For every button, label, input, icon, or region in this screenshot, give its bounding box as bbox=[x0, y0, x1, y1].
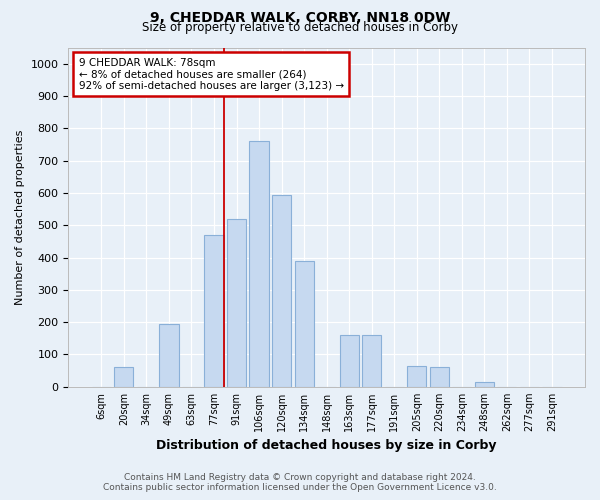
Text: Contains HM Land Registry data © Crown copyright and database right 2024.
Contai: Contains HM Land Registry data © Crown c… bbox=[103, 473, 497, 492]
Text: 9, CHEDDAR WALK, CORBY, NN18 0DW: 9, CHEDDAR WALK, CORBY, NN18 0DW bbox=[150, 11, 450, 25]
X-axis label: Distribution of detached houses by size in Corby: Distribution of detached houses by size … bbox=[157, 440, 497, 452]
Bar bbox=[205, 235, 224, 387]
Bar bbox=[272, 194, 291, 387]
Bar bbox=[475, 382, 494, 387]
Bar bbox=[407, 366, 427, 387]
Y-axis label: Number of detached properties: Number of detached properties bbox=[15, 130, 25, 305]
Bar bbox=[362, 335, 381, 387]
Bar bbox=[295, 261, 314, 387]
Bar bbox=[160, 324, 179, 387]
Bar bbox=[430, 368, 449, 387]
Bar bbox=[340, 335, 359, 387]
Bar bbox=[114, 368, 133, 387]
Bar bbox=[227, 219, 246, 387]
Text: 9 CHEDDAR WALK: 78sqm
← 8% of detached houses are smaller (264)
92% of semi-deta: 9 CHEDDAR WALK: 78sqm ← 8% of detached h… bbox=[79, 58, 344, 91]
Bar bbox=[250, 141, 269, 387]
Text: Size of property relative to detached houses in Corby: Size of property relative to detached ho… bbox=[142, 22, 458, 35]
